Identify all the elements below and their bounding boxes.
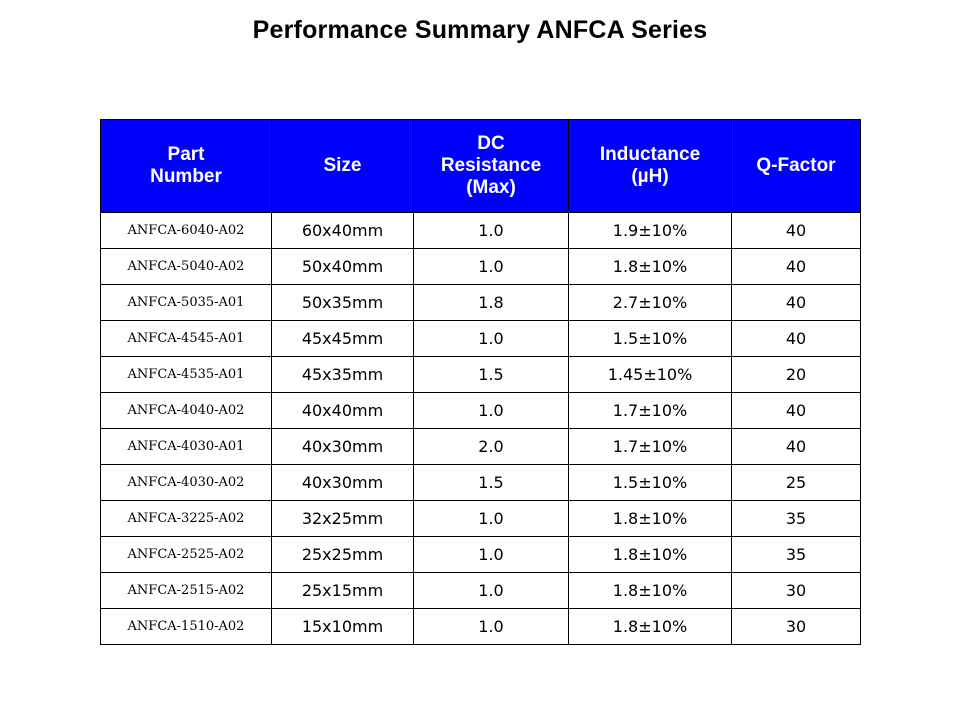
cell-part-number: ANFCA-4030-A02	[100, 464, 272, 501]
cell-dc-resistance: 1.8	[413, 284, 569, 321]
header-part-number: Part Number	[100, 119, 272, 213]
cell-size: 50x40mm	[271, 248, 414, 285]
cell-q-factor: 35	[731, 500, 861, 537]
cell-part-number: ANFCA-5035-A01	[100, 284, 272, 321]
cell-q-factor: 40	[731, 320, 861, 357]
cell-dc-resistance: 1.0	[413, 536, 569, 573]
cell-inductance: 1.8±10%	[568, 500, 732, 537]
table-row: ANFCA-1510-A02 15x10mm 1.0 1.8±10% 30	[100, 608, 861, 645]
table-row: ANFCA-5040-A02 50x40mm 1.0 1.8±10% 40	[100, 248, 861, 285]
cell-q-factor: 25	[731, 464, 861, 501]
cell-size: 45x35mm	[271, 356, 414, 393]
cell-size: 40x30mm	[271, 428, 414, 465]
table-row: ANFCA-4030-A01 40x30mm 2.0 1.7±10% 40	[100, 428, 861, 465]
cell-q-factor: 40	[731, 248, 861, 285]
table-row: ANFCA-2515-A02 25x15mm 1.0 1.8±10% 30	[100, 572, 861, 609]
table-row: ANFCA-4545-A01 45x45mm 1.0 1.5±10% 40	[100, 320, 861, 357]
cell-q-factor: 40	[731, 284, 861, 321]
cell-q-factor: 35	[731, 536, 861, 573]
cell-q-factor: 40	[731, 212, 861, 249]
cell-dc-resistance: 1.5	[413, 356, 569, 393]
table-row: ANFCA-2525-A02 25x25mm 1.0 1.8±10% 35	[100, 536, 861, 573]
cell-inductance: 1.8±10%	[568, 608, 732, 645]
cell-size: 45x45mm	[271, 320, 414, 357]
cell-size: 25x25mm	[271, 536, 414, 573]
cell-dc-resistance: 1.0	[413, 212, 569, 249]
cell-inductance: 2.7±10%	[568, 284, 732, 321]
cell-part-number: ANFCA-4545-A01	[100, 320, 272, 357]
cell-size: 60x40mm	[271, 212, 414, 249]
cell-part-number: ANFCA-1510-A02	[100, 608, 272, 645]
page-title: Performance Summary ANFCA Series	[252, 16, 708, 44]
header-inductance: Inductance (µH)	[568, 119, 732, 213]
cell-part-number: ANFCA-2515-A02	[100, 572, 272, 609]
cell-inductance: 1.8±10%	[568, 248, 732, 285]
table-row: ANFCA-4030-A02 40x30mm 1.5 1.5±10% 25	[100, 464, 861, 501]
cell-inductance: 1.9±10%	[568, 212, 732, 249]
cell-size: 32x25mm	[271, 500, 414, 537]
table-header-row: Part Number Size DC Resistance (Max) Induct…	[100, 119, 861, 213]
cell-inductance: 1.5±10%	[568, 320, 732, 357]
cell-inductance: 1.5±10%	[568, 464, 732, 501]
cell-dc-resistance: 1.0	[413, 500, 569, 537]
cell-part-number: ANFCA-3225-A02	[100, 500, 272, 537]
cell-dc-resistance: 1.5	[413, 464, 569, 501]
cell-q-factor: 40	[731, 392, 861, 429]
cell-size: 25x15mm	[271, 572, 414, 609]
cell-inductance: 1.8±10%	[568, 572, 732, 609]
cell-q-factor: 30	[731, 608, 861, 645]
table-body: ANFCA-6040-A02 60x40mm 1.0 1.9±10% 40 ANFCA-5…	[100, 212, 861, 645]
header-q-factor: Q-Factor	[731, 119, 861, 213]
table-row: ANFCA-4535-A01 45x35mm 1.5 1.45±10% 20	[100, 356, 861, 393]
header-dc-resistance: DC Resistance (Max)	[413, 119, 569, 213]
table-row: ANFCA-5035-A01 50x35mm 1.8 2.7±10% 40	[100, 284, 861, 321]
cell-q-factor: 30	[731, 572, 861, 609]
table-row: ANFCA-4040-A02 40x40mm 1.0 1.7±10% 40	[100, 392, 861, 429]
cell-dc-resistance: 2.0	[413, 428, 569, 465]
cell-part-number: ANFCA-6040-A02	[100, 212, 272, 249]
header-size: Size	[271, 119, 414, 213]
cell-dc-resistance: 1.0	[413, 248, 569, 285]
cell-size: 50x35mm	[271, 284, 414, 321]
cell-size: 15x10mm	[271, 608, 414, 645]
cell-inductance: 1.7±10%	[568, 428, 732, 465]
cell-dc-resistance: 1.0	[413, 320, 569, 357]
cell-dc-resistance: 1.0	[413, 572, 569, 609]
cell-q-factor: 20	[731, 356, 861, 393]
cell-inductance: 1.45±10%	[568, 356, 732, 393]
cell-part-number: ANFCA-4030-A01	[100, 428, 272, 465]
cell-q-factor: 40	[731, 428, 861, 465]
cell-size: 40x30mm	[271, 464, 414, 501]
cell-inductance: 1.7±10%	[568, 392, 732, 429]
cell-part-number: ANFCA-5040-A02	[100, 248, 272, 285]
table-row: ANFCA-3225-A02 32x25mm 1.0 1.8±10% 35	[100, 500, 861, 537]
cell-part-number: ANFCA-4535-A01	[100, 356, 272, 393]
cell-dc-resistance: 1.0	[413, 608, 569, 645]
cell-inductance: 1.8±10%	[568, 536, 732, 573]
cell-part-number: ANFCA-4040-A02	[100, 392, 272, 429]
cell-dc-resistance: 1.0	[413, 392, 569, 429]
cell-part-number: ANFCA-2525-A02	[100, 536, 272, 573]
table-row: ANFCA-6040-A02 60x40mm 1.0 1.9±10% 40	[100, 212, 861, 249]
cell-size: 40x40mm	[271, 392, 414, 429]
performance-table: Part Number Size DC Resistance (Max) Induct…	[100, 119, 861, 645]
